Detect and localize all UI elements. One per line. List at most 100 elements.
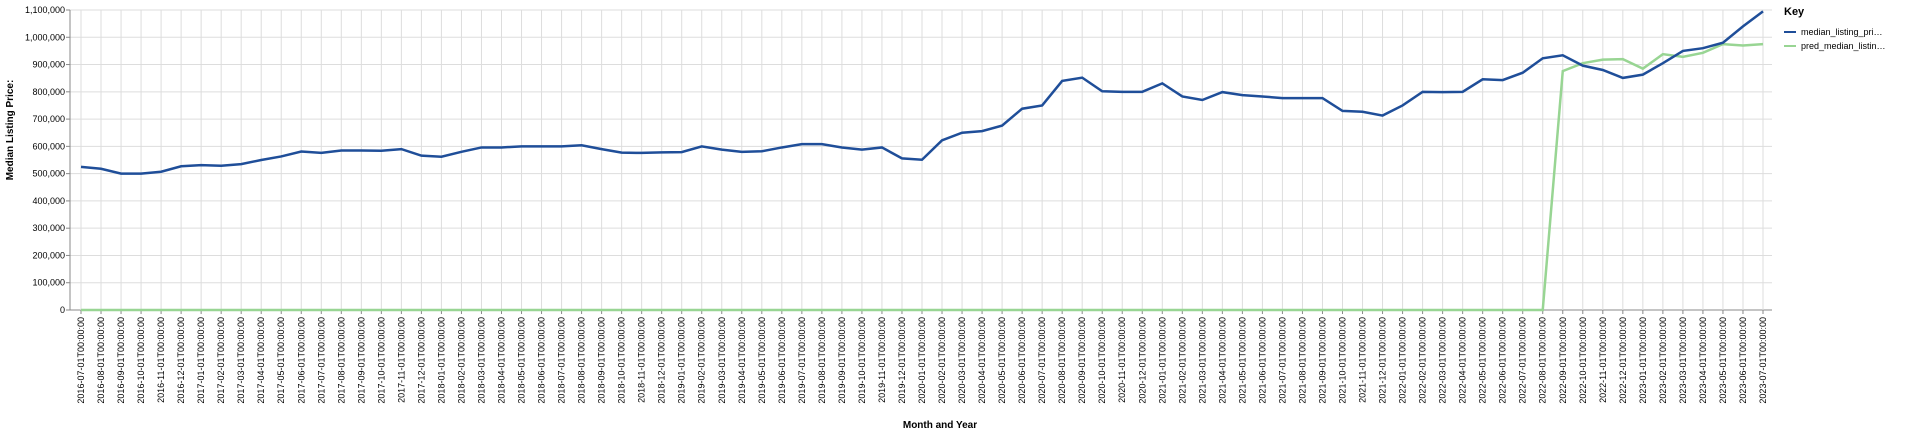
y-tick-label: 400,000: [32, 196, 65, 206]
x-tick-label: 2020-10-01T00:00:00: [1097, 317, 1107, 404]
x-tick-label: 2019-06-01T00:00:00: [777, 317, 787, 404]
x-tick-label: 2023-01-01T00:00:00: [1638, 317, 1648, 404]
y-tick-label: 300,000: [32, 223, 65, 233]
x-tick-label: 2019-02-01T00:00:00: [697, 317, 707, 404]
y-tick-label: 1,000,000: [25, 32, 65, 42]
x-tick-label: 2022-06-01T00:00:00: [1498, 317, 1508, 404]
x-tick-label: 2018-10-01T00:00:00: [617, 317, 627, 404]
x-tick-label: 2022-03-01T00:00:00: [1438, 317, 1448, 404]
x-tick-label: 2020-05-01T00:00:00: [997, 317, 1007, 404]
y-tick-label: 100,000: [32, 278, 65, 288]
x-tick-label: 2020-01-01T00:00:00: [917, 317, 927, 404]
x-tick-label: 2021-02-01T00:00:00: [1177, 317, 1187, 404]
x-tick-label: 2018-05-01T00:00:00: [517, 317, 527, 404]
legend-title: Key: [1784, 6, 1805, 18]
x-tick-label: 2020-02-01T00:00:00: [937, 317, 947, 404]
y-tick-label: 600,000: [32, 141, 65, 151]
x-tick-label: 2020-03-01T00:00:00: [957, 317, 967, 404]
x-axis-title: Month and Year: [903, 420, 977, 431]
x-tick-label: 2017-08-01T00:00:00: [336, 317, 346, 404]
x-tick-label: 2018-04-01T00:00:00: [497, 317, 507, 404]
x-tick-label: 2020-09-01T00:00:00: [1077, 317, 1087, 404]
x-tick-label: 2019-07-01T00:00:00: [797, 317, 807, 404]
x-tick-label: 2021-09-01T00:00:00: [1317, 317, 1327, 404]
x-tick-label: 2018-06-01T00:00:00: [537, 317, 547, 404]
x-tick-label: 2023-03-01T00:00:00: [1678, 317, 1688, 404]
x-tick-label: 2021-10-01T00:00:00: [1338, 317, 1348, 404]
y-tick-label: 900,000: [32, 60, 65, 70]
x-tick-label: 2018-02-01T00:00:00: [456, 317, 466, 404]
y-axis-title: Median Listing Price:: [5, 80, 16, 181]
x-tick-label: 2019-09-01T00:00:00: [837, 317, 847, 404]
x-tick-label: 2019-01-01T00:00:00: [677, 317, 687, 404]
x-tick-label: 2023-05-01T00:00:00: [1718, 317, 1728, 404]
y-tick-label: 200,000: [32, 250, 65, 260]
x-tick-label: 2016-11-01T00:00:00: [156, 317, 166, 403]
x-tick-label: 2017-06-01T00:00:00: [296, 317, 306, 404]
x-tick-label: 2022-04-01T00:00:00: [1458, 317, 1468, 404]
x-tick-label: 2021-03-01T00:00:00: [1197, 317, 1207, 404]
series-line: [81, 42, 1764, 312]
x-tick-label: 2021-08-01T00:00:00: [1297, 317, 1307, 404]
x-tick-label: 2016-10-01T00:00:00: [136, 317, 146, 404]
x-tick-label: 2018-11-01T00:00:00: [637, 317, 647, 403]
x-tick-label: 2019-05-01T00:00:00: [757, 317, 767, 404]
x-tick-label: 2021-07-01T00:00:00: [1277, 317, 1287, 404]
x-tick-label: 2017-09-01T00:00:00: [356, 317, 366, 404]
x-tick-label: 2019-10-01T00:00:00: [857, 317, 867, 404]
x-tick-label: 2020-07-01T00:00:00: [1037, 317, 1047, 404]
x-tick-label: 2023-02-01T00:00:00: [1658, 317, 1668, 404]
x-tick-label: 2019-11-01T00:00:00: [877, 317, 887, 403]
x-tick-label: 2016-09-01T00:00:00: [116, 317, 126, 404]
y-tick-label: 700,000: [32, 114, 65, 124]
x-tick-label: 2022-10-01T00:00:00: [1578, 317, 1588, 404]
series-line: [80, 10, 1764, 175]
x-tick-label: 2019-12-01T00:00:00: [897, 317, 907, 404]
x-tick-label: 2022-05-01T00:00:00: [1478, 317, 1488, 404]
x-tick-label: 2017-05-01T00:00:00: [276, 317, 286, 404]
x-tick-label: 2020-08-01T00:00:00: [1057, 317, 1067, 404]
x-tick-label: 2022-09-01T00:00:00: [1558, 317, 1568, 404]
x-tick-label: 2023-06-01T00:00:00: [1738, 317, 1748, 404]
x-tick-label: 2017-02-01T00:00:00: [216, 317, 226, 404]
y-tick-label: 1,100,000: [25, 5, 65, 15]
x-tick-label: 2017-01-01T00:00:00: [196, 317, 206, 404]
x-tick-label: 2017-04-01T00:00:00: [256, 317, 266, 404]
x-tick-label: 2020-06-01T00:00:00: [1017, 317, 1027, 404]
y-tick-label: 0: [60, 305, 65, 315]
legend-label: pred_median_listin…: [1801, 41, 1886, 51]
x-tick-label: 2022-08-01T00:00:00: [1538, 317, 1548, 404]
x-tick-label: 2019-04-01T00:00:00: [737, 317, 747, 404]
x-tick-label: 2022-12-01T00:00:00: [1618, 317, 1628, 404]
x-tick-label: 2022-02-01T00:00:00: [1418, 317, 1428, 404]
x-tick-label: 2021-05-01T00:00:00: [1237, 317, 1247, 404]
x-tick-label: 2022-07-01T00:00:00: [1518, 317, 1528, 404]
x-tick-label: 2016-12-01T00:00:00: [176, 317, 186, 404]
x-tick-label: 2018-03-01T00:00:00: [476, 317, 486, 404]
x-tick-label: 2020-12-01T00:00:00: [1137, 317, 1147, 404]
y-tick-label: 500,000: [32, 169, 65, 179]
x-tick-label: 2023-04-01T00:00:00: [1698, 317, 1708, 404]
x-tick-label: 2021-06-01T00:00:00: [1257, 317, 1267, 404]
x-tick-label: 2016-08-01T00:00:00: [96, 317, 106, 404]
x-tick-label: 2022-01-01T00:00:00: [1398, 317, 1408, 404]
x-tick-label: 2020-04-01T00:00:00: [977, 317, 987, 404]
y-tick-label: 800,000: [32, 87, 65, 97]
x-tick-label: 2020-11-01T00:00:00: [1117, 317, 1127, 403]
x-tick-label: 2022-11-01T00:00:00: [1598, 317, 1608, 403]
x-tick-label: 2018-01-01T00:00:00: [436, 317, 446, 404]
x-tick-label: 2016-07-01T00:00:00: [76, 317, 86, 404]
x-tick-label: 2019-08-01T00:00:00: [817, 317, 827, 404]
x-tick-label: 2018-08-01T00:00:00: [577, 317, 587, 404]
x-tick-label: 2023-07-01T00:00:00: [1758, 317, 1768, 404]
x-tick-label: 2018-12-01T00:00:00: [657, 317, 667, 404]
x-tick-label: 2018-07-01T00:00:00: [557, 317, 567, 404]
x-tick-label: 2021-11-01T00:00:00: [1358, 317, 1368, 403]
x-tick-label: 2017-03-01T00:00:00: [236, 317, 246, 404]
x-tick-label: 2021-12-01T00:00:00: [1378, 317, 1388, 404]
x-tick-label: 2017-07-01T00:00:00: [316, 317, 326, 404]
x-tick-label: 2017-11-01T00:00:00: [396, 317, 406, 403]
x-tick-label: 2017-12-01T00:00:00: [416, 317, 426, 404]
x-tick-label: 2018-09-01T00:00:00: [597, 317, 607, 404]
